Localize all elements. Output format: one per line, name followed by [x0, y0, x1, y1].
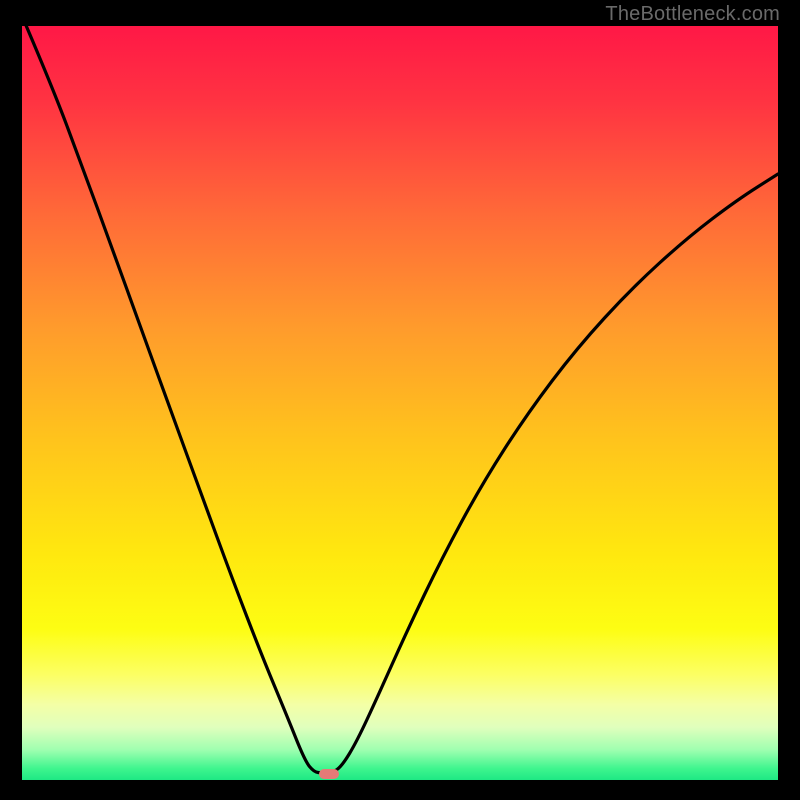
plot-area	[22, 26, 778, 780]
bottleneck-curve	[22, 26, 778, 773]
chart-frame: TheBottleneck.com	[0, 0, 800, 800]
watermark-text: TheBottleneck.com	[605, 3, 780, 26]
curve-layer	[22, 26, 778, 780]
